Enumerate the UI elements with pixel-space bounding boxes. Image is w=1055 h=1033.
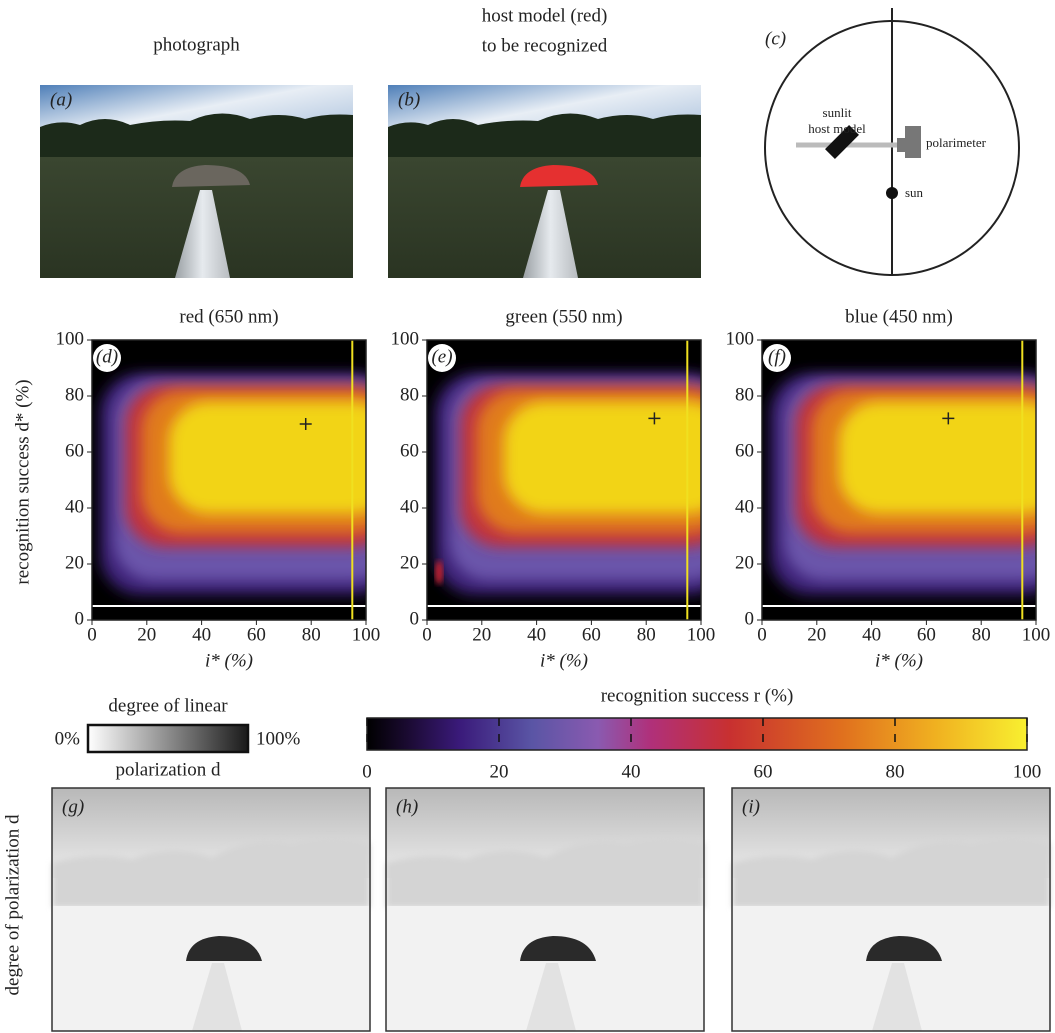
page: { "photo_panels": [ {"title_lines": ["ph… [0, 0, 1055, 1033]
y-tick-label: 100 [726, 328, 755, 349]
y-tick-label: 20 [400, 552, 419, 573]
y-tick-label: 40 [65, 496, 84, 517]
d-scale-min: 0% [55, 728, 81, 749]
object-label: host model [808, 121, 866, 136]
panel-label: (e) [431, 346, 452, 367]
colorbar-tick-label: 0 [362, 761, 372, 782]
panel-title: blue (450 nm) [845, 306, 953, 327]
y-tick-label: 40 [735, 496, 754, 517]
colorbar-tick-label: 40 [622, 761, 641, 782]
y-tick-label: 40 [400, 496, 419, 517]
colorbar-tick-label: 60 [754, 761, 773, 782]
x-tick-label: 20 [472, 624, 491, 645]
y-tick-label: 0 [75, 608, 85, 629]
heatmap-region [169, 402, 394, 514]
heatmap [92, 340, 393, 620]
photo-panels: photograph (a) host model (red) to be recog… [40, 5, 701, 278]
photo [388, 85, 701, 278]
x-axis-label: i* (%) [205, 650, 253, 671]
x-tick-label: 80 [302, 624, 321, 645]
panel-label: (d) [96, 346, 118, 367]
sun-label: sun [905, 185, 924, 200]
d-scale-max: 100% [256, 728, 301, 749]
x-axis-label: i* (%) [540, 650, 588, 671]
r-colorbar [367, 718, 1027, 750]
x-tick-label: 100 [1022, 624, 1051, 645]
panel-title: to be recognized [482, 35, 608, 56]
y-tick-label: 20 [65, 552, 84, 573]
panel-label: (i) [742, 796, 760, 817]
polarimeter-icon [905, 126, 921, 158]
d-scale-title: degree of linear [108, 695, 228, 716]
polarization-image [732, 788, 1050, 1031]
panel-label: (h) [396, 796, 418, 817]
panel-label: (f) [768, 346, 786, 367]
x-tick-label: 0 [422, 624, 432, 645]
colorbar-tick-label: 100 [1013, 761, 1042, 782]
y-tick-label: 80 [400, 384, 419, 405]
heatmap [762, 340, 1055, 620]
y-tick-label: 80 [65, 384, 84, 405]
photo [40, 85, 353, 278]
d-scale-bar [88, 725, 248, 752]
polarization-panels: degree of polarization d (g) (h) (i) [2, 788, 1050, 1031]
y-tick-label: 100 [56, 328, 85, 349]
x-tick-label: 60 [582, 624, 601, 645]
x-tick-label: 80 [637, 624, 656, 645]
y-tick-label: 60 [65, 440, 84, 461]
colorbar-tick-label: 80 [886, 761, 905, 782]
d-scale-subtitle: polarization d [116, 759, 221, 780]
y-tick-label: 60 [400, 440, 419, 461]
x-tick-label: 100 [352, 624, 381, 645]
x-tick-label: 60 [247, 624, 266, 645]
scales: degree of linear polarization d 0% 100% … [55, 685, 1042, 782]
x-tick-label: 0 [87, 624, 97, 645]
y-axis-label: recognition success d* (%) [12, 379, 33, 584]
colorbar-tick-label: 20 [490, 761, 509, 782]
heatmap-spot [435, 560, 443, 584]
panel-title: host model (red) [482, 5, 608, 26]
panel-title: green (550 nm) [505, 306, 622, 327]
panel-title: red (650 nm) [179, 306, 278, 327]
heatmap-region [504, 402, 729, 514]
polarization-image [386, 788, 704, 1031]
diagram: (c) sunlit host model polarimeter sun [765, 8, 1019, 275]
y-tick-label: 0 [745, 608, 755, 629]
x-tick-label: 40 [862, 624, 881, 645]
instrument-label: polarimeter [926, 135, 987, 150]
y-axis-label: degree of polarization d [2, 814, 23, 995]
heatmap-panels: recognition success d* (%) (d) red (650 n… [12, 306, 1055, 671]
x-axis-label: i* (%) [875, 650, 923, 671]
x-tick-label: 100 [687, 624, 716, 645]
x-tick-label: 20 [137, 624, 156, 645]
polarimeter-lens [897, 138, 907, 152]
sun-dot [886, 187, 898, 199]
panel-label: (g) [62, 796, 84, 817]
panel-label: (c) [765, 28, 786, 49]
polarization-image [52, 788, 370, 1031]
figure: photograph (a) host model (red) to be recog… [0, 0, 1055, 1033]
x-tick-label: 60 [917, 624, 936, 645]
y-tick-label: 0 [410, 608, 420, 629]
panel-label: (a) [50, 89, 72, 110]
x-tick-label: 80 [972, 624, 991, 645]
panel-label: (b) [398, 89, 420, 110]
x-tick-label: 40 [192, 624, 211, 645]
panel-title: photograph [153, 34, 240, 55]
y-tick-label: 80 [735, 384, 754, 405]
y-tick-label: 60 [735, 440, 754, 461]
x-tick-label: 20 [807, 624, 826, 645]
x-tick-label: 0 [757, 624, 767, 645]
x-tick-label: 40 [527, 624, 546, 645]
r-colorbar-title: recognition success r (%) [601, 685, 794, 706]
y-tick-label: 20 [735, 552, 754, 573]
heatmap [427, 340, 728, 620]
object-label: sunlit [823, 105, 852, 120]
y-tick-label: 100 [391, 328, 420, 349]
